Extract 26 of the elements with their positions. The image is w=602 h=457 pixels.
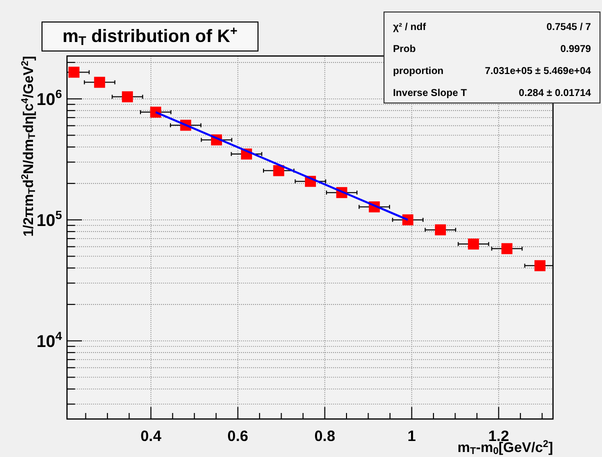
- y-tick-label: 10$^{6}$: [36, 86, 62, 109]
- point: [273, 165, 284, 176]
- y-tick-label: 10$^{5}$: [36, 208, 62, 230]
- annotation: proportion: [393, 66, 444, 77]
- x-tick-label: 0.4: [140, 428, 162, 445]
- annotation: 7.031e+05 ± 5.469e+04: [484, 66, 592, 77]
- point: [122, 91, 133, 102]
- y-tick-label: 10$^{4}$: [36, 328, 62, 351]
- point: [68, 66, 80, 78]
- text: Prob: [393, 44, 416, 55]
- point: [150, 106, 162, 118]
- point: [94, 76, 106, 88]
- x-tick-label: 1: [408, 428, 416, 445]
- point: [402, 214, 414, 226]
- text: χ² / ndf: [393, 22, 427, 33]
- text: 0.9979: [560, 44, 592, 55]
- point: [468, 238, 479, 250]
- x-tick-label: 0.6: [227, 428, 248, 445]
- text: 0.7545 / 7: [546, 22, 592, 33]
- point: [534, 260, 546, 272]
- annotation: 0.284 ± 0.01714: [518, 88, 592, 99]
- x-tick-label: 0.8: [314, 428, 336, 445]
- chart-title: m$_{T}$ distribution of K$^{+}$: [62, 24, 238, 48]
- annotation: Inverse Slope T: [393, 88, 467, 99]
- point: [501, 243, 512, 254]
- point: [434, 224, 446, 236]
